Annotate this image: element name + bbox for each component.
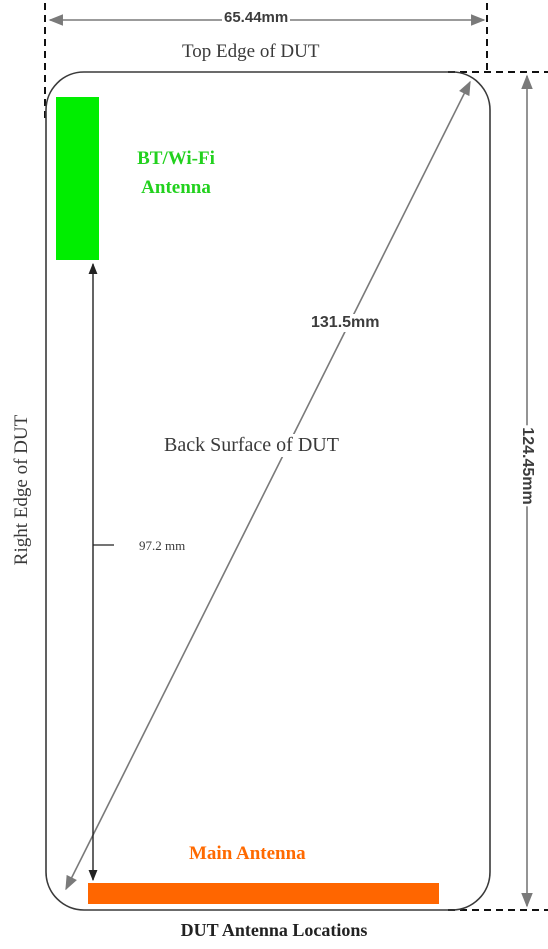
top-edge-label: Top Edge of DUT bbox=[182, 41, 320, 62]
width-dimension-label: 65.44mm bbox=[222, 9, 291, 26]
right-edge-label: Right Edge of DUT bbox=[11, 414, 32, 566]
main-antenna-label: Main Antenna bbox=[189, 843, 306, 864]
main-antenna-block bbox=[88, 883, 439, 904]
bt-wifi-antenna-label-line2: Antenna bbox=[141, 177, 211, 198]
separation-dimension-label: 97.2 mm bbox=[139, 538, 186, 553]
diagonal-dimension-arrow bbox=[65, 80, 471, 891]
diagonal-dimension-label: 131.5mm bbox=[310, 314, 381, 332]
height-dimension-label: 124.45mm bbox=[518, 425, 536, 507]
bt-wifi-antenna-block bbox=[56, 97, 99, 260]
dashed-guide-lines bbox=[44, 3, 548, 911]
bt-wifi-antenna-label-line1: BT/Wi-Fi bbox=[137, 148, 215, 169]
device-outline bbox=[45, 71, 491, 911]
back-surface-label: Back Surface of DUT bbox=[164, 434, 339, 457]
figure-caption: DUT Antenna Locations bbox=[180, 920, 368, 940]
